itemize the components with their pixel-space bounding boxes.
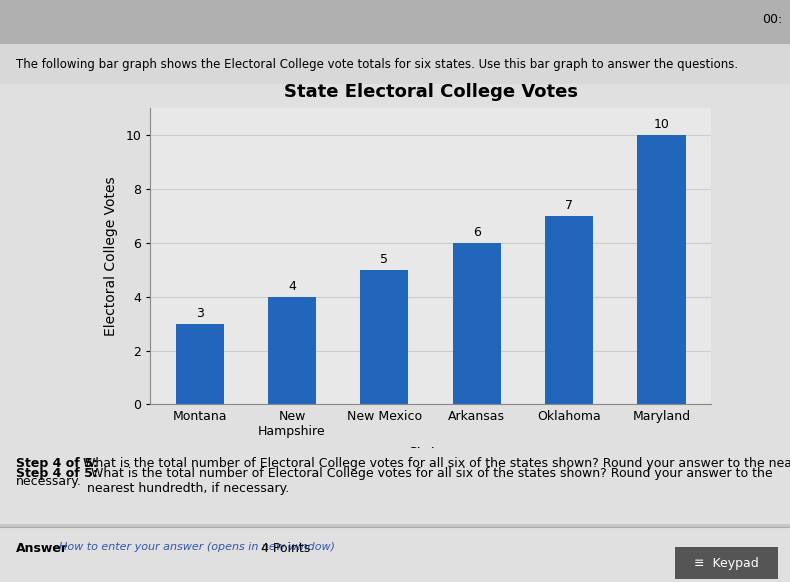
Title: State Electoral College Votes: State Electoral College Votes [284, 83, 577, 101]
Text: necessary.: necessary. [16, 475, 81, 488]
Bar [638, 134, 686, 404]
Text: 7: 7 [565, 200, 573, 212]
Bar [545, 215, 593, 404]
Text: What is the total number of Electoral College votes for all six of the states sh: What is the total number of Electoral Co… [83, 457, 790, 470]
Text: The following bar graph shows the Electoral College vote totals for six states. : The following bar graph shows the Electo… [16, 58, 738, 70]
Text: Answer: Answer [16, 542, 68, 555]
Text: 5: 5 [380, 253, 389, 267]
Bar [360, 269, 408, 404]
X-axis label: States: States [408, 446, 453, 460]
Text: 4 Points: 4 Points [253, 542, 310, 555]
Text: Step 4 of 5:: Step 4 of 5: [16, 457, 98, 470]
Y-axis label: Electoral College Votes: Electoral College Votes [104, 176, 118, 336]
Text: ≡  Keypad: ≡ Keypad [694, 556, 759, 570]
Text: 00:: 00: [762, 13, 782, 26]
Bar [268, 297, 316, 404]
Text: How to enter your answer (opens in new window): How to enter your answer (opens in new w… [59, 542, 335, 552]
Text: What is the total number of Electoral College votes for all six of the states sh: What is the total number of Electoral Co… [87, 467, 773, 495]
Text: 6: 6 [472, 226, 480, 239]
Bar [453, 243, 501, 404]
Text: 4: 4 [288, 281, 296, 293]
Bar [175, 324, 224, 404]
Text: 10: 10 [653, 118, 669, 132]
Text: Step 4 of 5:: Step 4 of 5: [16, 467, 98, 480]
Text: 3: 3 [196, 307, 204, 320]
